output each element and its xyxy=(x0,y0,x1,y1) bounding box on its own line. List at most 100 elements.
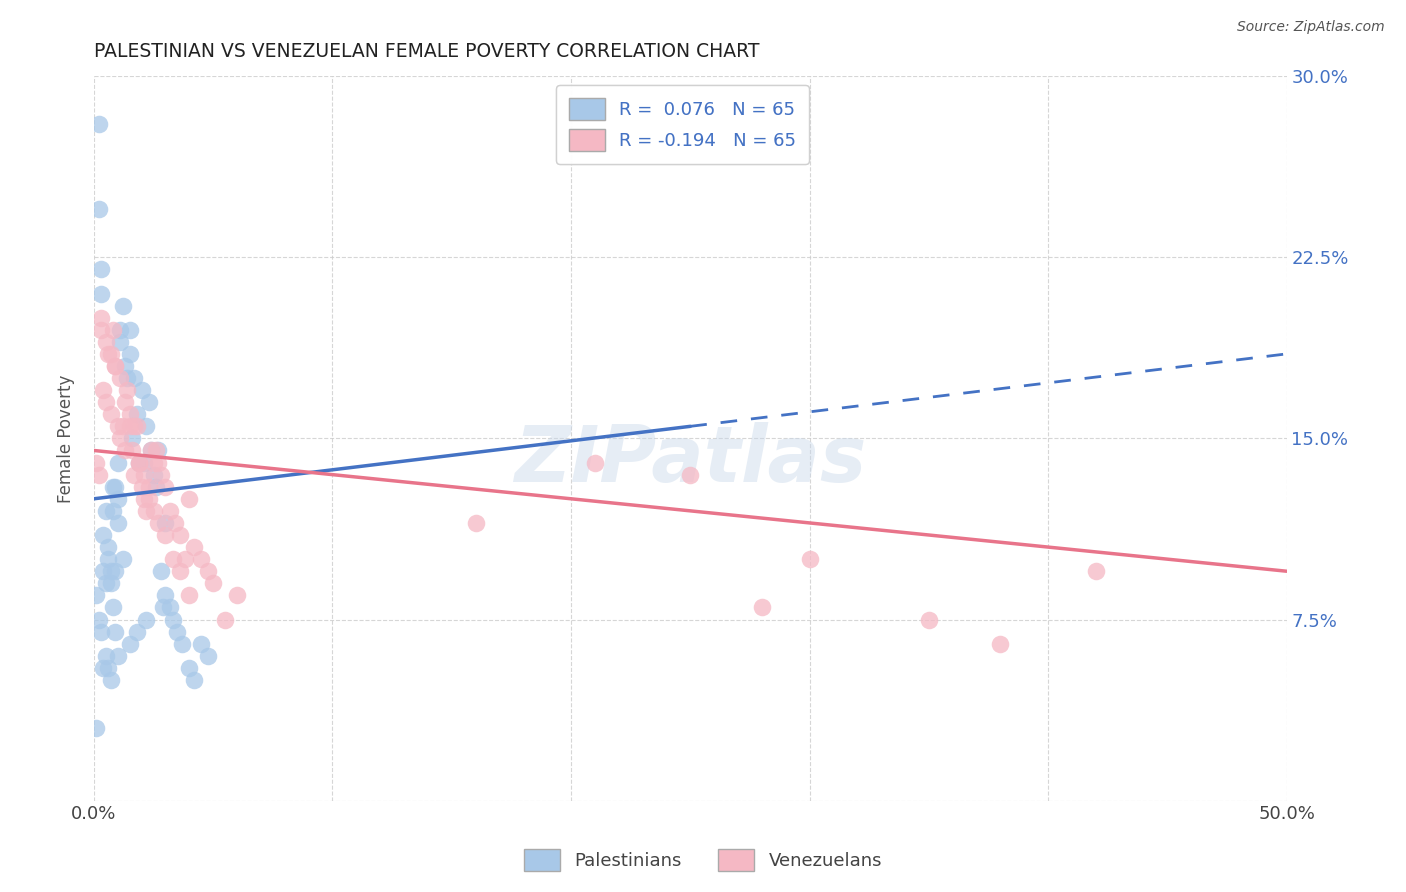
Venezuelans xyxy=(183,540,205,554)
Venezuelans xyxy=(108,371,131,385)
Palestinians xyxy=(107,516,129,530)
Venezuelans xyxy=(918,613,941,627)
Venezuelans xyxy=(90,323,112,337)
Palestinians xyxy=(121,431,143,445)
Venezuelans xyxy=(148,516,170,530)
Palestinians xyxy=(162,613,184,627)
Palestinians xyxy=(87,118,110,132)
Palestinians xyxy=(100,673,122,687)
Palestinians xyxy=(141,443,163,458)
Venezuelans xyxy=(145,443,167,458)
Text: PALESTINIAN VS VENEZUELAN FEMALE POVERTY CORRELATION CHART: PALESTINIAN VS VENEZUELAN FEMALE POVERTY… xyxy=(94,42,759,61)
Venezuelans xyxy=(100,407,122,421)
Palestinians xyxy=(114,359,136,373)
Venezuelans xyxy=(148,456,170,470)
Venezuelans xyxy=(679,467,702,482)
Venezuelans xyxy=(197,564,219,578)
Palestinians xyxy=(97,661,120,675)
Palestinians xyxy=(145,480,167,494)
Venezuelans xyxy=(141,443,163,458)
Venezuelans xyxy=(128,456,150,470)
Venezuelans xyxy=(132,491,155,506)
Venezuelans xyxy=(226,588,249,602)
Palestinians xyxy=(107,491,129,506)
Palestinians xyxy=(124,371,146,385)
Venezuelans xyxy=(94,334,117,349)
Palestinians xyxy=(101,600,124,615)
Venezuelans xyxy=(169,564,191,578)
Palestinians xyxy=(179,661,201,675)
Venezuelans xyxy=(142,504,165,518)
Palestinians xyxy=(190,637,212,651)
Venezuelans xyxy=(202,576,225,591)
Palestinians xyxy=(93,661,115,675)
Venezuelans xyxy=(149,467,172,482)
Palestinians xyxy=(152,600,174,615)
Palestinians xyxy=(197,648,219,663)
Venezuelans xyxy=(179,491,201,506)
Palestinians xyxy=(131,383,153,397)
Venezuelans xyxy=(107,419,129,434)
Palestinians xyxy=(90,262,112,277)
Palestinians xyxy=(108,323,131,337)
Venezuelans xyxy=(159,504,181,518)
Venezuelans xyxy=(464,516,486,530)
Venezuelans xyxy=(142,456,165,470)
Venezuelans xyxy=(173,552,195,566)
Palestinians xyxy=(159,600,181,615)
Palestinians xyxy=(117,371,139,385)
Palestinians xyxy=(125,624,148,639)
Venezuelans xyxy=(138,491,160,506)
Venezuelans xyxy=(124,467,146,482)
Palestinians xyxy=(128,456,150,470)
Palestinians xyxy=(142,467,165,482)
Venezuelans xyxy=(751,600,773,615)
Palestinians xyxy=(135,613,157,627)
Text: Source: ZipAtlas.com: Source: ZipAtlas.com xyxy=(1237,20,1385,34)
Palestinians xyxy=(132,456,155,470)
Palestinians xyxy=(135,419,157,434)
Palestinians xyxy=(172,637,194,651)
Palestinians xyxy=(118,637,141,651)
Venezuelans xyxy=(100,347,122,361)
Venezuelans xyxy=(155,528,177,542)
Venezuelans xyxy=(583,456,606,470)
Venezuelans xyxy=(101,323,124,337)
Venezuelans xyxy=(114,443,136,458)
Palestinians xyxy=(87,613,110,627)
Palestinians xyxy=(104,480,127,494)
Venezuelans xyxy=(155,480,177,494)
Venezuelans xyxy=(121,443,143,458)
Palestinians xyxy=(111,299,134,313)
Palestinians xyxy=(94,576,117,591)
Legend: R =  0.076   N = 65, R = -0.194   N = 65: R = 0.076 N = 65, R = -0.194 N = 65 xyxy=(557,86,808,163)
Palestinians xyxy=(138,395,160,409)
Venezuelans xyxy=(163,516,186,530)
Palestinians xyxy=(90,286,112,301)
Venezuelans xyxy=(128,456,150,470)
Venezuelans xyxy=(799,552,821,566)
Venezuelans xyxy=(179,588,201,602)
Venezuelans xyxy=(988,637,1011,651)
Palestinians xyxy=(125,407,148,421)
Venezuelans xyxy=(214,613,236,627)
Venezuelans xyxy=(125,419,148,434)
Palestinians xyxy=(155,588,177,602)
Venezuelans xyxy=(1084,564,1107,578)
Palestinians xyxy=(104,624,127,639)
Palestinians xyxy=(118,323,141,337)
Palestinians xyxy=(118,347,141,361)
Venezuelans xyxy=(132,467,155,482)
Venezuelans xyxy=(93,383,115,397)
Palestinians xyxy=(100,564,122,578)
Venezuelans xyxy=(111,419,134,434)
Venezuelans xyxy=(118,407,141,421)
Palestinians xyxy=(93,564,115,578)
Venezuelans xyxy=(135,504,157,518)
Venezuelans xyxy=(97,347,120,361)
Palestinians xyxy=(93,528,115,542)
Palestinians xyxy=(100,576,122,591)
Venezuelans xyxy=(118,419,141,434)
Venezuelans xyxy=(114,395,136,409)
Palestinians xyxy=(94,504,117,518)
